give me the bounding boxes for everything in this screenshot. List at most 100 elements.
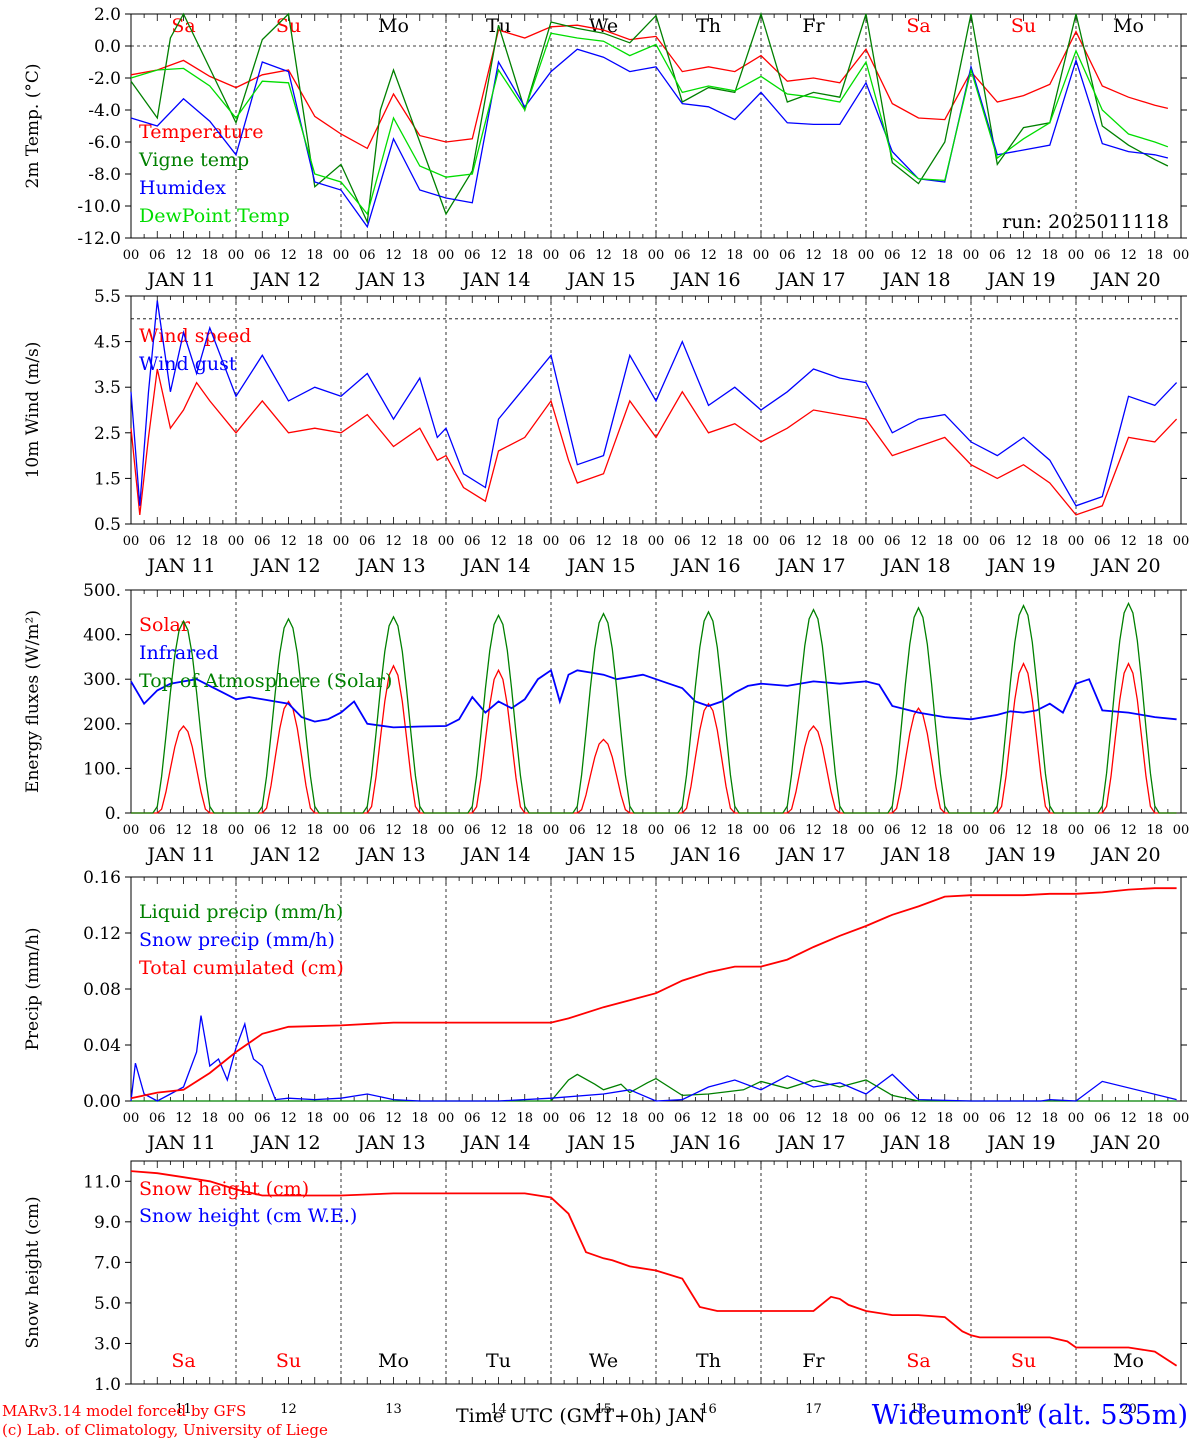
day-label: JAN 16 <box>670 555 740 577</box>
hour-tick-label: 18 <box>1146 534 1163 549</box>
y-tick-label: 0. <box>105 804 121 824</box>
hour-tick-label: 06 <box>149 534 166 549</box>
hour-tick-label: 06 <box>359 1111 376 1126</box>
hour-tick-label: 06 <box>569 1111 586 1126</box>
hour-tick-label: 00 <box>1068 534 1085 549</box>
hour-tick-label: 00 <box>648 248 665 263</box>
legend-entry: Humidex <box>139 177 226 199</box>
weekday-label: Su <box>1011 1350 1036 1372</box>
hour-tick-label: 06 <box>989 1111 1006 1126</box>
hour-tick-label: 06 <box>779 248 796 263</box>
hour-tick-label: 18 <box>831 534 848 549</box>
legend-entry: Snow precip (mm/h) <box>139 929 335 951</box>
day-label: JAN 16 <box>670 844 740 866</box>
hour-tick-label: 06 <box>674 248 691 263</box>
day-label: JAN 15 <box>565 844 635 866</box>
hour-tick-label: 06 <box>149 1111 166 1126</box>
hour-tick-label: 18 <box>621 534 638 549</box>
hour-tick-label: 12 <box>700 248 717 263</box>
hour-tick-label: 18 <box>1146 823 1163 838</box>
hour-tick-label: 12 <box>910 823 927 838</box>
hour-tick-label: 18 <box>306 248 323 263</box>
y-tick-label: -4.0 <box>88 101 121 121</box>
hour-tick-label: 06 <box>674 1111 691 1126</box>
hour-tick-label: 06 <box>254 248 271 263</box>
hour-tick-label: 00 <box>333 1111 350 1126</box>
hour-tick-label: 00 <box>858 1111 875 1126</box>
hour-tick-label: 12 <box>595 534 612 549</box>
hour-tick-label: 06 <box>1094 823 1111 838</box>
y-tick-label: 3.0 <box>94 1334 121 1354</box>
y-axis-label: Energy fluxes (W/m²) <box>23 610 43 793</box>
hour-tick-label: 00 <box>1173 248 1190 263</box>
day-number-label: 20 <box>1120 1402 1137 1417</box>
hour-tick-label: 12 <box>595 1111 612 1126</box>
hour-tick-label: 12 <box>490 534 507 549</box>
day-label: JAN 12 <box>250 844 320 866</box>
hour-tick-label: 06 <box>569 823 586 838</box>
hour-tick-label: 18 <box>306 534 323 549</box>
day-label: JAN 20 <box>1090 1132 1160 1154</box>
hour-tick-label: 12 <box>280 1111 297 1126</box>
day-label: JAN 20 <box>1090 555 1160 577</box>
y-tick-label: 0.12 <box>83 924 121 944</box>
hour-tick-label: 12 <box>1015 1111 1032 1126</box>
hour-tick-label: 18 <box>726 1111 743 1126</box>
y-tick-label: 5.0 <box>94 1294 121 1314</box>
y-axis-label: Snow height (cm) <box>23 1196 43 1348</box>
hour-tick-label: 12 <box>1015 248 1032 263</box>
day-label: JAN 15 <box>565 1132 635 1154</box>
legend-entry: Liquid precip (mm/h) <box>139 901 343 923</box>
hour-tick-label: 18 <box>1041 534 1058 549</box>
hour-tick-label: 18 <box>936 248 953 263</box>
hour-tick-label: 00 <box>333 534 350 549</box>
hour-tick-label: 00 <box>963 823 980 838</box>
hour-tick-label: 12 <box>910 248 927 263</box>
weekday-label: Th <box>696 15 721 37</box>
hour-tick-label: 12 <box>910 534 927 549</box>
day-label: JAN 15 <box>565 555 635 577</box>
hour-tick-label: 12 <box>1120 1111 1137 1126</box>
hour-tick-label: 06 <box>464 534 481 549</box>
hour-tick-label: 06 <box>569 534 586 549</box>
y-tick-label: 5.5 <box>94 287 121 307</box>
hour-tick-label: 18 <box>1146 1111 1163 1126</box>
weekday-label: Sa <box>171 15 195 37</box>
hour-tick-label: 00 <box>1173 823 1190 838</box>
hour-tick-label: 12 <box>1120 823 1137 838</box>
day-label: JAN 18 <box>880 1132 950 1154</box>
y-tick-label: 11.0 <box>83 1172 121 1192</box>
hour-tick-label: 06 <box>464 1111 481 1126</box>
hour-tick-label: 18 <box>1041 248 1058 263</box>
hour-tick-label: 06 <box>884 534 901 549</box>
weekday-label: Mo <box>378 15 409 37</box>
y-tick-label: 3.5 <box>94 378 121 398</box>
lab-credit: (c) Lab. of Climatology, University of L… <box>2 1421 328 1439</box>
hour-tick-label: 12 <box>595 248 612 263</box>
hour-tick-label: 18 <box>411 1111 428 1126</box>
hour-tick-label: 18 <box>201 248 218 263</box>
hour-tick-label: 18 <box>621 823 638 838</box>
day-label: JAN 18 <box>880 844 950 866</box>
y-tick-label: 0.04 <box>83 1036 121 1056</box>
hour-tick-label: 00 <box>543 248 560 263</box>
series-line <box>131 1073 1177 1102</box>
hour-tick-label: 12 <box>700 1111 717 1126</box>
hour-tick-label: 00 <box>753 534 770 549</box>
weekday-label: Th <box>696 1350 721 1372</box>
series-line <box>130 24 1169 150</box>
hour-tick-label: 00 <box>123 248 140 263</box>
y-tick-label: 0.08 <box>83 980 121 1000</box>
hour-tick-label: 18 <box>201 823 218 838</box>
day-label: JAN 17 <box>775 555 845 577</box>
hour-tick-label: 18 <box>411 248 428 263</box>
y-tick-label: 7.0 <box>94 1253 121 1273</box>
day-label: JAN 16 <box>670 1132 740 1154</box>
weekday-label: We <box>589 1350 618 1372</box>
legend-entry: Solar <box>139 614 191 636</box>
hour-tick-label: 00 <box>963 1111 980 1126</box>
day-label: JAN 13 <box>355 555 425 577</box>
hour-tick-label: 12 <box>385 823 402 838</box>
hour-tick-label: 12 <box>490 1111 507 1126</box>
hour-tick-label: 00 <box>228 823 245 838</box>
